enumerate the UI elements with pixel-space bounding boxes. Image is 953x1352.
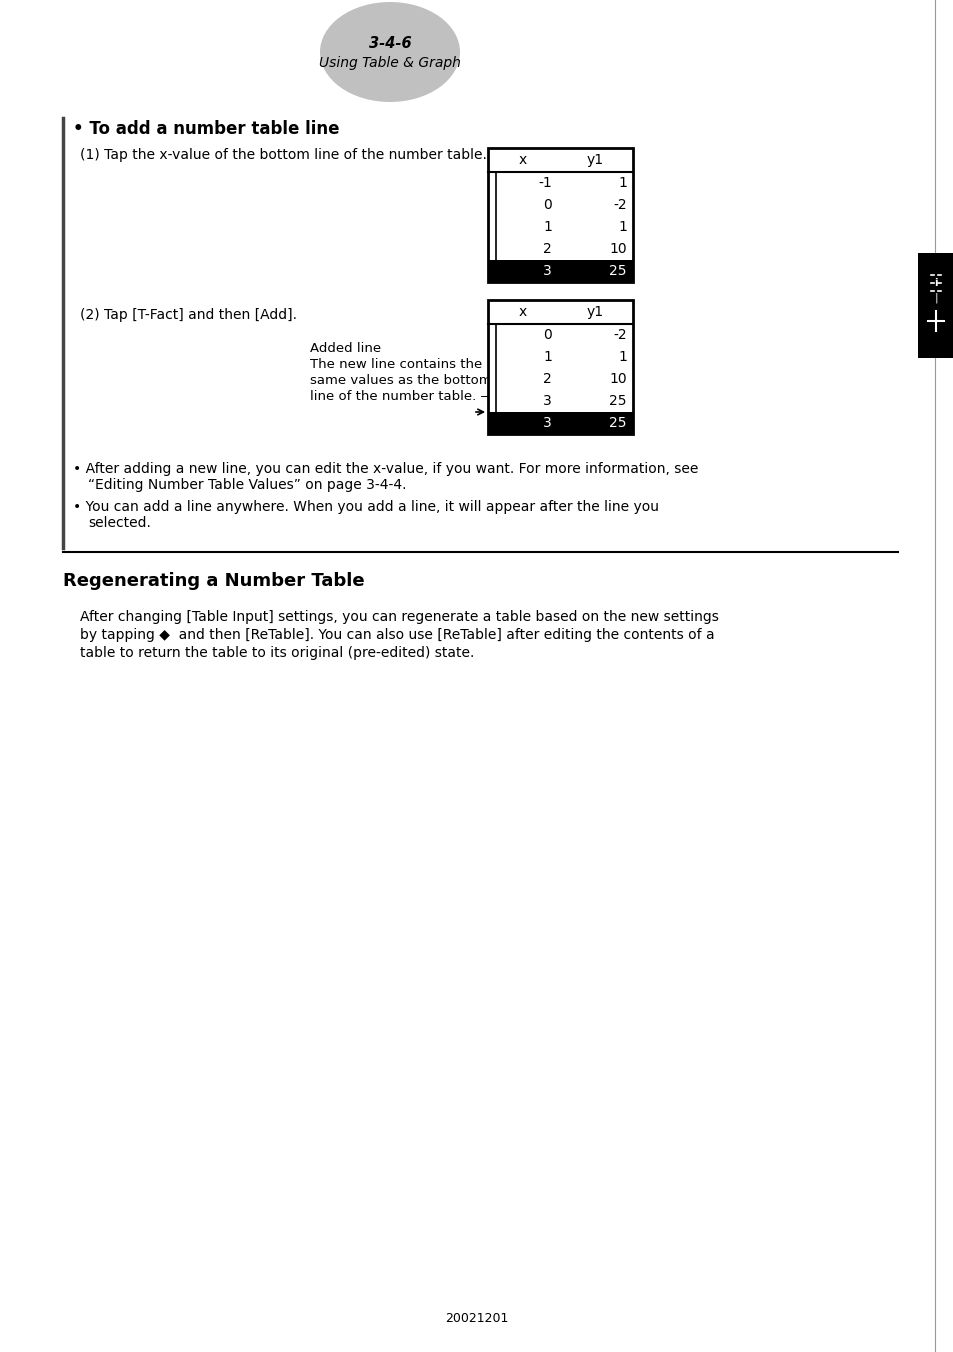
- Text: y1: y1: [586, 153, 603, 168]
- Text: 0: 0: [542, 329, 552, 342]
- Text: “Editing Number Table Values” on page 3-4-4.: “Editing Number Table Values” on page 3-…: [88, 479, 406, 492]
- Text: 3-4-6: 3-4-6: [368, 37, 411, 51]
- Text: 25: 25: [609, 264, 626, 279]
- Text: 2: 2: [542, 372, 552, 387]
- Text: • You can add a line anywhere. When you add a line, it will appear after the lin: • You can add a line anywhere. When you …: [73, 500, 659, 514]
- Text: 10: 10: [609, 372, 626, 387]
- Text: 3: 3: [542, 416, 552, 430]
- Text: 1: 1: [618, 220, 626, 234]
- Text: 1: 1: [618, 350, 626, 364]
- Text: (2) Tap [T-Fact] and then [Add].: (2) Tap [T-Fact] and then [Add].: [80, 308, 296, 322]
- Bar: [488, 260, 633, 283]
- Text: (1) Tap the x-value of the bottom line of the number table.: (1) Tap the x-value of the bottom line o…: [80, 147, 486, 162]
- Bar: [488, 300, 633, 434]
- Text: 25: 25: [609, 416, 626, 430]
- Text: table to return the table to its original (pre-edited) state.: table to return the table to its origina…: [80, 646, 474, 660]
- Text: 3: 3: [542, 264, 552, 279]
- Text: y1: y1: [586, 306, 603, 319]
- Text: Added line: Added line: [310, 342, 381, 356]
- Text: line of the number table. —: line of the number table. —: [310, 389, 494, 403]
- Text: x: x: [518, 153, 527, 168]
- Bar: [488, 412, 633, 434]
- Text: 25: 25: [609, 393, 626, 408]
- Text: 1: 1: [542, 350, 552, 364]
- Text: -1: -1: [537, 176, 552, 191]
- Text: |: |: [933, 293, 937, 303]
- Bar: [917, 253, 953, 358]
- Text: same values as the bottom: same values as the bottom: [310, 375, 491, 387]
- Text: The new line contains the: The new line contains the: [310, 358, 482, 370]
- Text: -2: -2: [613, 329, 626, 342]
- Text: i: i: [933, 279, 937, 288]
- Text: selected.: selected.: [88, 516, 151, 530]
- Text: 1: 1: [542, 220, 552, 234]
- Text: x: x: [518, 306, 527, 319]
- Text: 1: 1: [618, 176, 626, 191]
- Text: 10: 10: [609, 242, 626, 256]
- Text: 20021201: 20021201: [445, 1311, 508, 1325]
- Text: After changing [Table Input] settings, you can regenerate a table based on the n: After changing [Table Input] settings, y…: [80, 610, 719, 625]
- Ellipse shape: [319, 1, 459, 101]
- Text: Regenerating a Number Table: Regenerating a Number Table: [63, 572, 364, 589]
- Text: -2: -2: [613, 197, 626, 212]
- Text: • After adding a new line, you can edit the x-value, if you want. For more infor: • After adding a new line, you can edit …: [73, 462, 698, 476]
- Text: Using Table & Graph: Using Table & Graph: [318, 55, 460, 70]
- Text: by tapping ◆  and then [ReTable]. You can also use [ReTable] after editing the c: by tapping ◆ and then [ReTable]. You can…: [80, 627, 714, 642]
- Text: 0: 0: [542, 197, 552, 212]
- Text: 2: 2: [542, 242, 552, 256]
- Text: 3: 3: [542, 393, 552, 408]
- Bar: [488, 147, 633, 283]
- Text: • To add a number table line: • To add a number table line: [73, 120, 339, 138]
